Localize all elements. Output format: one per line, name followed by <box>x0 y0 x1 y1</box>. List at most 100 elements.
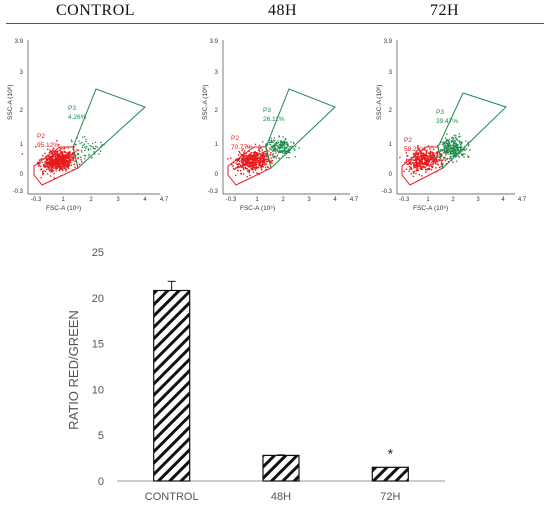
p3-event-dot <box>451 146 453 149</box>
p2-event-dot <box>417 162 419 164</box>
p2-event-dot <box>420 152 422 154</box>
p2-event-dot <box>43 170 45 172</box>
p3-event-dot <box>282 150 285 152</box>
p2-event-dot <box>66 165 69 167</box>
p2-event-dot <box>248 146 251 148</box>
p2-event-dot <box>50 162 52 165</box>
p3-event-dot <box>283 147 285 149</box>
bar-y-tick-label: 15 <box>92 339 104 351</box>
p2-event-dot <box>67 152 69 155</box>
y-tick-label: -0.3 <box>13 189 24 195</box>
p2-event-dot <box>417 164 420 167</box>
p3-event-dot <box>294 156 296 158</box>
bar-chart-marks: * <box>153 280 409 482</box>
p2-event-dot <box>69 151 71 153</box>
y-axis-label: SSC-A (10⁶) <box>7 84 14 120</box>
p2-event-dot <box>68 163 70 165</box>
p3-event-dot <box>270 141 272 144</box>
p2-event-dot <box>248 153 250 156</box>
p3-event-dot <box>444 145 446 147</box>
p3-event-dot <box>287 143 289 145</box>
p2-event-dot <box>257 164 260 166</box>
p3-event-dot <box>457 144 459 146</box>
x-tick-label: 2 <box>281 197 285 203</box>
p2-event-dot <box>51 161 54 163</box>
p2-event-dot <box>426 168 429 170</box>
p3-event-dot <box>286 143 288 146</box>
p3-event-dot <box>461 153 463 155</box>
p3-event-dot <box>284 148 286 151</box>
p2-event-dot <box>241 158 243 161</box>
p2-event-dot <box>60 167 62 169</box>
p2-event-dot <box>409 168 411 171</box>
p2-event-dot <box>21 153 24 155</box>
p3-event-dot <box>458 155 460 158</box>
p3-event-dot <box>282 144 285 146</box>
p3-event-dot <box>444 150 446 152</box>
p3-event-dot <box>457 154 459 157</box>
p3-event-dot <box>267 155 269 158</box>
p2-event-dot <box>261 164 263 166</box>
p3-event-dot <box>462 153 464 155</box>
p2-event-dot <box>250 154 252 156</box>
x-tick-label: -0.3 <box>31 197 42 203</box>
p2-event-dot <box>38 164 41 167</box>
p3-event-dot <box>291 145 294 148</box>
p2-event-dot <box>436 159 438 161</box>
p2-event-dot <box>58 149 61 151</box>
p3-event-dot <box>269 143 271 145</box>
p2-event-dot <box>238 166 240 168</box>
p2-event-dot <box>267 166 269 168</box>
p2-event-dot <box>245 162 247 164</box>
p3-event-dot <box>454 150 456 152</box>
p2-event-dot <box>408 159 410 161</box>
p2-event-dot <box>52 165 54 167</box>
p3-event-dot <box>89 145 91 147</box>
p2-event-dot <box>258 160 260 162</box>
bar-48h <box>262 454 300 482</box>
p3-event-dot <box>74 143 76 145</box>
p2-event-dot <box>413 167 415 169</box>
p2-percent: 70.77% <box>231 144 253 151</box>
p2-event-dot <box>42 154 44 157</box>
p2-event-dot <box>63 153 65 156</box>
p2-event-dot <box>244 160 246 162</box>
p2-event-dot <box>436 152 438 155</box>
p3-event-dot <box>88 155 90 157</box>
p2-event-dot <box>51 158 53 160</box>
p3-event-dot <box>445 152 447 154</box>
p2-event-dot <box>245 163 247 165</box>
p2-event-dot <box>414 164 416 166</box>
p2-event-dot <box>269 154 271 156</box>
p3-event-dot <box>280 144 282 147</box>
p2-event-dot <box>408 161 410 163</box>
p2-event-dot <box>414 159 416 161</box>
p3-event-dot <box>461 142 463 144</box>
p3-event-dot <box>450 140 452 142</box>
panel-title-72h: 72H <box>430 2 460 19</box>
p2-event-dot <box>243 162 245 164</box>
p2-event-dot <box>433 160 435 162</box>
p2-event-dot <box>69 155 71 157</box>
p2-event-dot <box>77 153 79 155</box>
p2-event-dot <box>58 144 60 146</box>
p3-event-dot <box>274 146 276 148</box>
p3-event-dot <box>448 142 450 144</box>
p2-event-dot <box>256 158 258 160</box>
p3-event-dot <box>274 148 276 151</box>
p2-event-dot <box>243 151 245 153</box>
p2-event-dot <box>58 170 61 172</box>
p3-event-dot <box>449 145 452 147</box>
flow-plot-48h: P3 26.11% P2 70.77% 3.9 3 2 1 0 -0.3 -0.… <box>202 39 359 212</box>
p2-event-dot <box>242 156 244 158</box>
y-tick-label: 3 <box>389 70 393 76</box>
p3-event-dot <box>265 153 267 155</box>
p2-event-dot <box>52 160 54 162</box>
p2-event-dot <box>247 158 249 160</box>
p2-event-dot <box>40 177 42 179</box>
p2-event-dot <box>256 157 259 160</box>
p2-event-dot <box>61 152 63 155</box>
p2-event-dot <box>432 148 435 151</box>
bar-y-tick-label: 0 <box>98 476 104 488</box>
p3-event-dot <box>445 139 448 141</box>
